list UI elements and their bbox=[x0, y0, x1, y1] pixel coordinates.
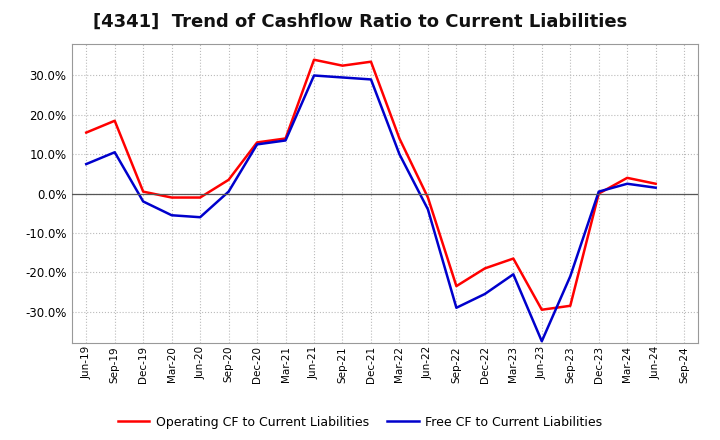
Operating CF to Current Liabilities bbox=[537, 307, 546, 312]
Operating CF to Current Liabilities bbox=[110, 118, 119, 123]
Free CF to Current Liabilities bbox=[196, 215, 204, 220]
Free CF to Current Liabilities bbox=[282, 138, 290, 143]
Free CF to Current Liabilities bbox=[225, 189, 233, 194]
Operating CF to Current Liabilities bbox=[423, 195, 432, 200]
Operating CF to Current Liabilities bbox=[566, 303, 575, 308]
Operating CF to Current Liabilities bbox=[310, 57, 318, 62]
Free CF to Current Liabilities bbox=[395, 152, 404, 157]
Free CF to Current Liabilities bbox=[423, 207, 432, 212]
Free CF to Current Liabilities bbox=[566, 274, 575, 279]
Free CF to Current Liabilities bbox=[509, 271, 518, 277]
Free CF to Current Liabilities bbox=[167, 213, 176, 218]
Operating CF to Current Liabilities bbox=[509, 256, 518, 261]
Free CF to Current Liabilities bbox=[366, 77, 375, 82]
Operating CF to Current Liabilities bbox=[480, 266, 489, 271]
Operating CF to Current Liabilities bbox=[623, 175, 631, 180]
Line: Operating CF to Current Liabilities: Operating CF to Current Liabilities bbox=[86, 60, 656, 310]
Free CF to Current Liabilities bbox=[537, 339, 546, 344]
Operating CF to Current Liabilities bbox=[395, 136, 404, 141]
Operating CF to Current Liabilities bbox=[196, 195, 204, 200]
Line: Free CF to Current Liabilities: Free CF to Current Liabilities bbox=[86, 76, 656, 341]
Operating CF to Current Liabilities bbox=[167, 195, 176, 200]
Free CF to Current Liabilities bbox=[253, 142, 261, 147]
Operating CF to Current Liabilities bbox=[225, 177, 233, 183]
Operating CF to Current Liabilities bbox=[82, 130, 91, 135]
Operating CF to Current Liabilities bbox=[338, 63, 347, 68]
Operating CF to Current Liabilities bbox=[139, 189, 148, 194]
Operating CF to Current Liabilities bbox=[452, 283, 461, 289]
Free CF to Current Liabilities bbox=[595, 189, 603, 194]
Operating CF to Current Liabilities bbox=[282, 136, 290, 141]
Operating CF to Current Liabilities bbox=[253, 140, 261, 145]
Free CF to Current Liabilities bbox=[652, 185, 660, 191]
Operating CF to Current Liabilities bbox=[595, 191, 603, 196]
Free CF to Current Liabilities bbox=[82, 161, 91, 167]
Legend: Operating CF to Current Liabilities, Free CF to Current Liabilities: Operating CF to Current Liabilities, Fre… bbox=[113, 411, 607, 434]
Free CF to Current Liabilities bbox=[623, 181, 631, 187]
Free CF to Current Liabilities bbox=[452, 305, 461, 310]
Free CF to Current Liabilities bbox=[110, 150, 119, 155]
Free CF to Current Liabilities bbox=[139, 199, 148, 204]
Text: [4341]  Trend of Cashflow Ratio to Current Liabilities: [4341] Trend of Cashflow Ratio to Curren… bbox=[93, 13, 627, 31]
Free CF to Current Liabilities bbox=[338, 75, 347, 80]
Operating CF to Current Liabilities bbox=[366, 59, 375, 64]
Free CF to Current Liabilities bbox=[310, 73, 318, 78]
Free CF to Current Liabilities bbox=[480, 291, 489, 297]
Operating CF to Current Liabilities bbox=[652, 181, 660, 187]
